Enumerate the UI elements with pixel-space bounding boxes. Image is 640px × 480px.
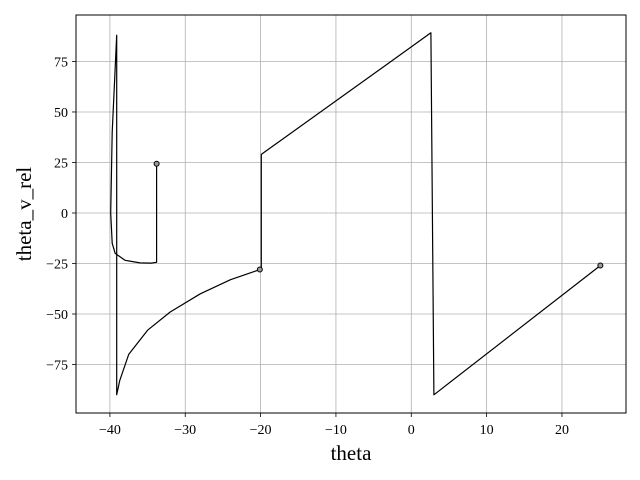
point-marker-1 [256, 266, 263, 273]
x-axis-label: theta [331, 441, 372, 465]
y-tick-label: 0 [61, 207, 68, 222]
grid-lines [76, 15, 626, 413]
axis-ticks: −40 −30 −20 −10 0 10 20 −75 −50 −25 0 25 50 75 [46, 55, 569, 438]
y-tick-label: −50 [46, 308, 68, 323]
x-tick-label: 10 [480, 423, 494, 438]
x-tick-label: −30 [174, 423, 196, 438]
point-markers [153, 160, 604, 273]
y-tick-label: −25 [46, 257, 68, 272]
y-axis-label: theta_v_rel [12, 167, 36, 262]
x-tick-label: 20 [555, 423, 569, 438]
series-curves [110, 32, 601, 396]
point-marker-2 [597, 262, 604, 269]
y-tick-label: −75 [46, 359, 68, 374]
y-tick-label: 50 [54, 106, 68, 121]
point-marker-0 [153, 160, 160, 167]
y-tick-label: 25 [54, 156, 68, 171]
plot-frame [75, 14, 627, 414]
x-tick-label: 0 [408, 423, 415, 438]
x-tick-label: −10 [325, 423, 347, 438]
x-tick-label: −20 [250, 423, 272, 438]
y-tick-label: 75 [54, 55, 68, 70]
x-tick-label: −40 [99, 423, 121, 438]
series-line-0 [110, 32, 601, 396]
